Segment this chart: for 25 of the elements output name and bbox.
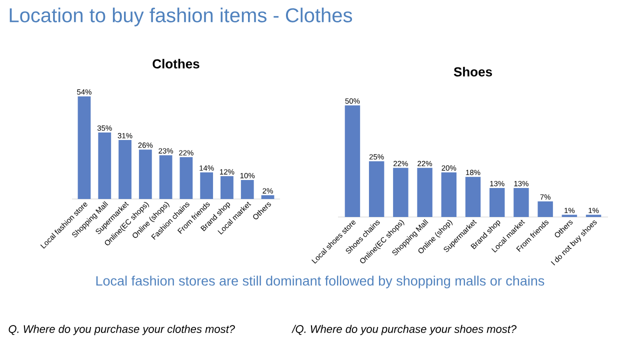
bar xyxy=(180,157,193,200)
bar xyxy=(368,161,384,217)
bar xyxy=(98,132,112,200)
chart-title: Clothes xyxy=(152,58,200,68)
bar xyxy=(200,172,214,200)
bar xyxy=(417,168,432,217)
bar xyxy=(465,176,481,217)
bar xyxy=(538,201,553,217)
bar xyxy=(344,105,360,217)
bar xyxy=(220,176,234,200)
text: Q. Where do you purchase your clothes most? xyxy=(8,324,235,336)
bar xyxy=(159,155,172,200)
bar xyxy=(514,188,529,217)
text: /Q. Where do you purchase your shoes most? xyxy=(292,324,517,336)
bar xyxy=(240,180,254,200)
text: Local fashion stores are still dominant followed by shopping malls or chains xyxy=(96,276,544,288)
bar xyxy=(441,172,457,217)
text: Location to buy fashion items - Clothes xyxy=(10,8,352,26)
chart-title: Shoes xyxy=(454,66,492,76)
bar xyxy=(261,195,274,200)
bar xyxy=(490,188,505,217)
bar xyxy=(118,140,132,200)
bar xyxy=(138,150,152,200)
bar xyxy=(78,96,91,200)
bar xyxy=(393,168,408,217)
